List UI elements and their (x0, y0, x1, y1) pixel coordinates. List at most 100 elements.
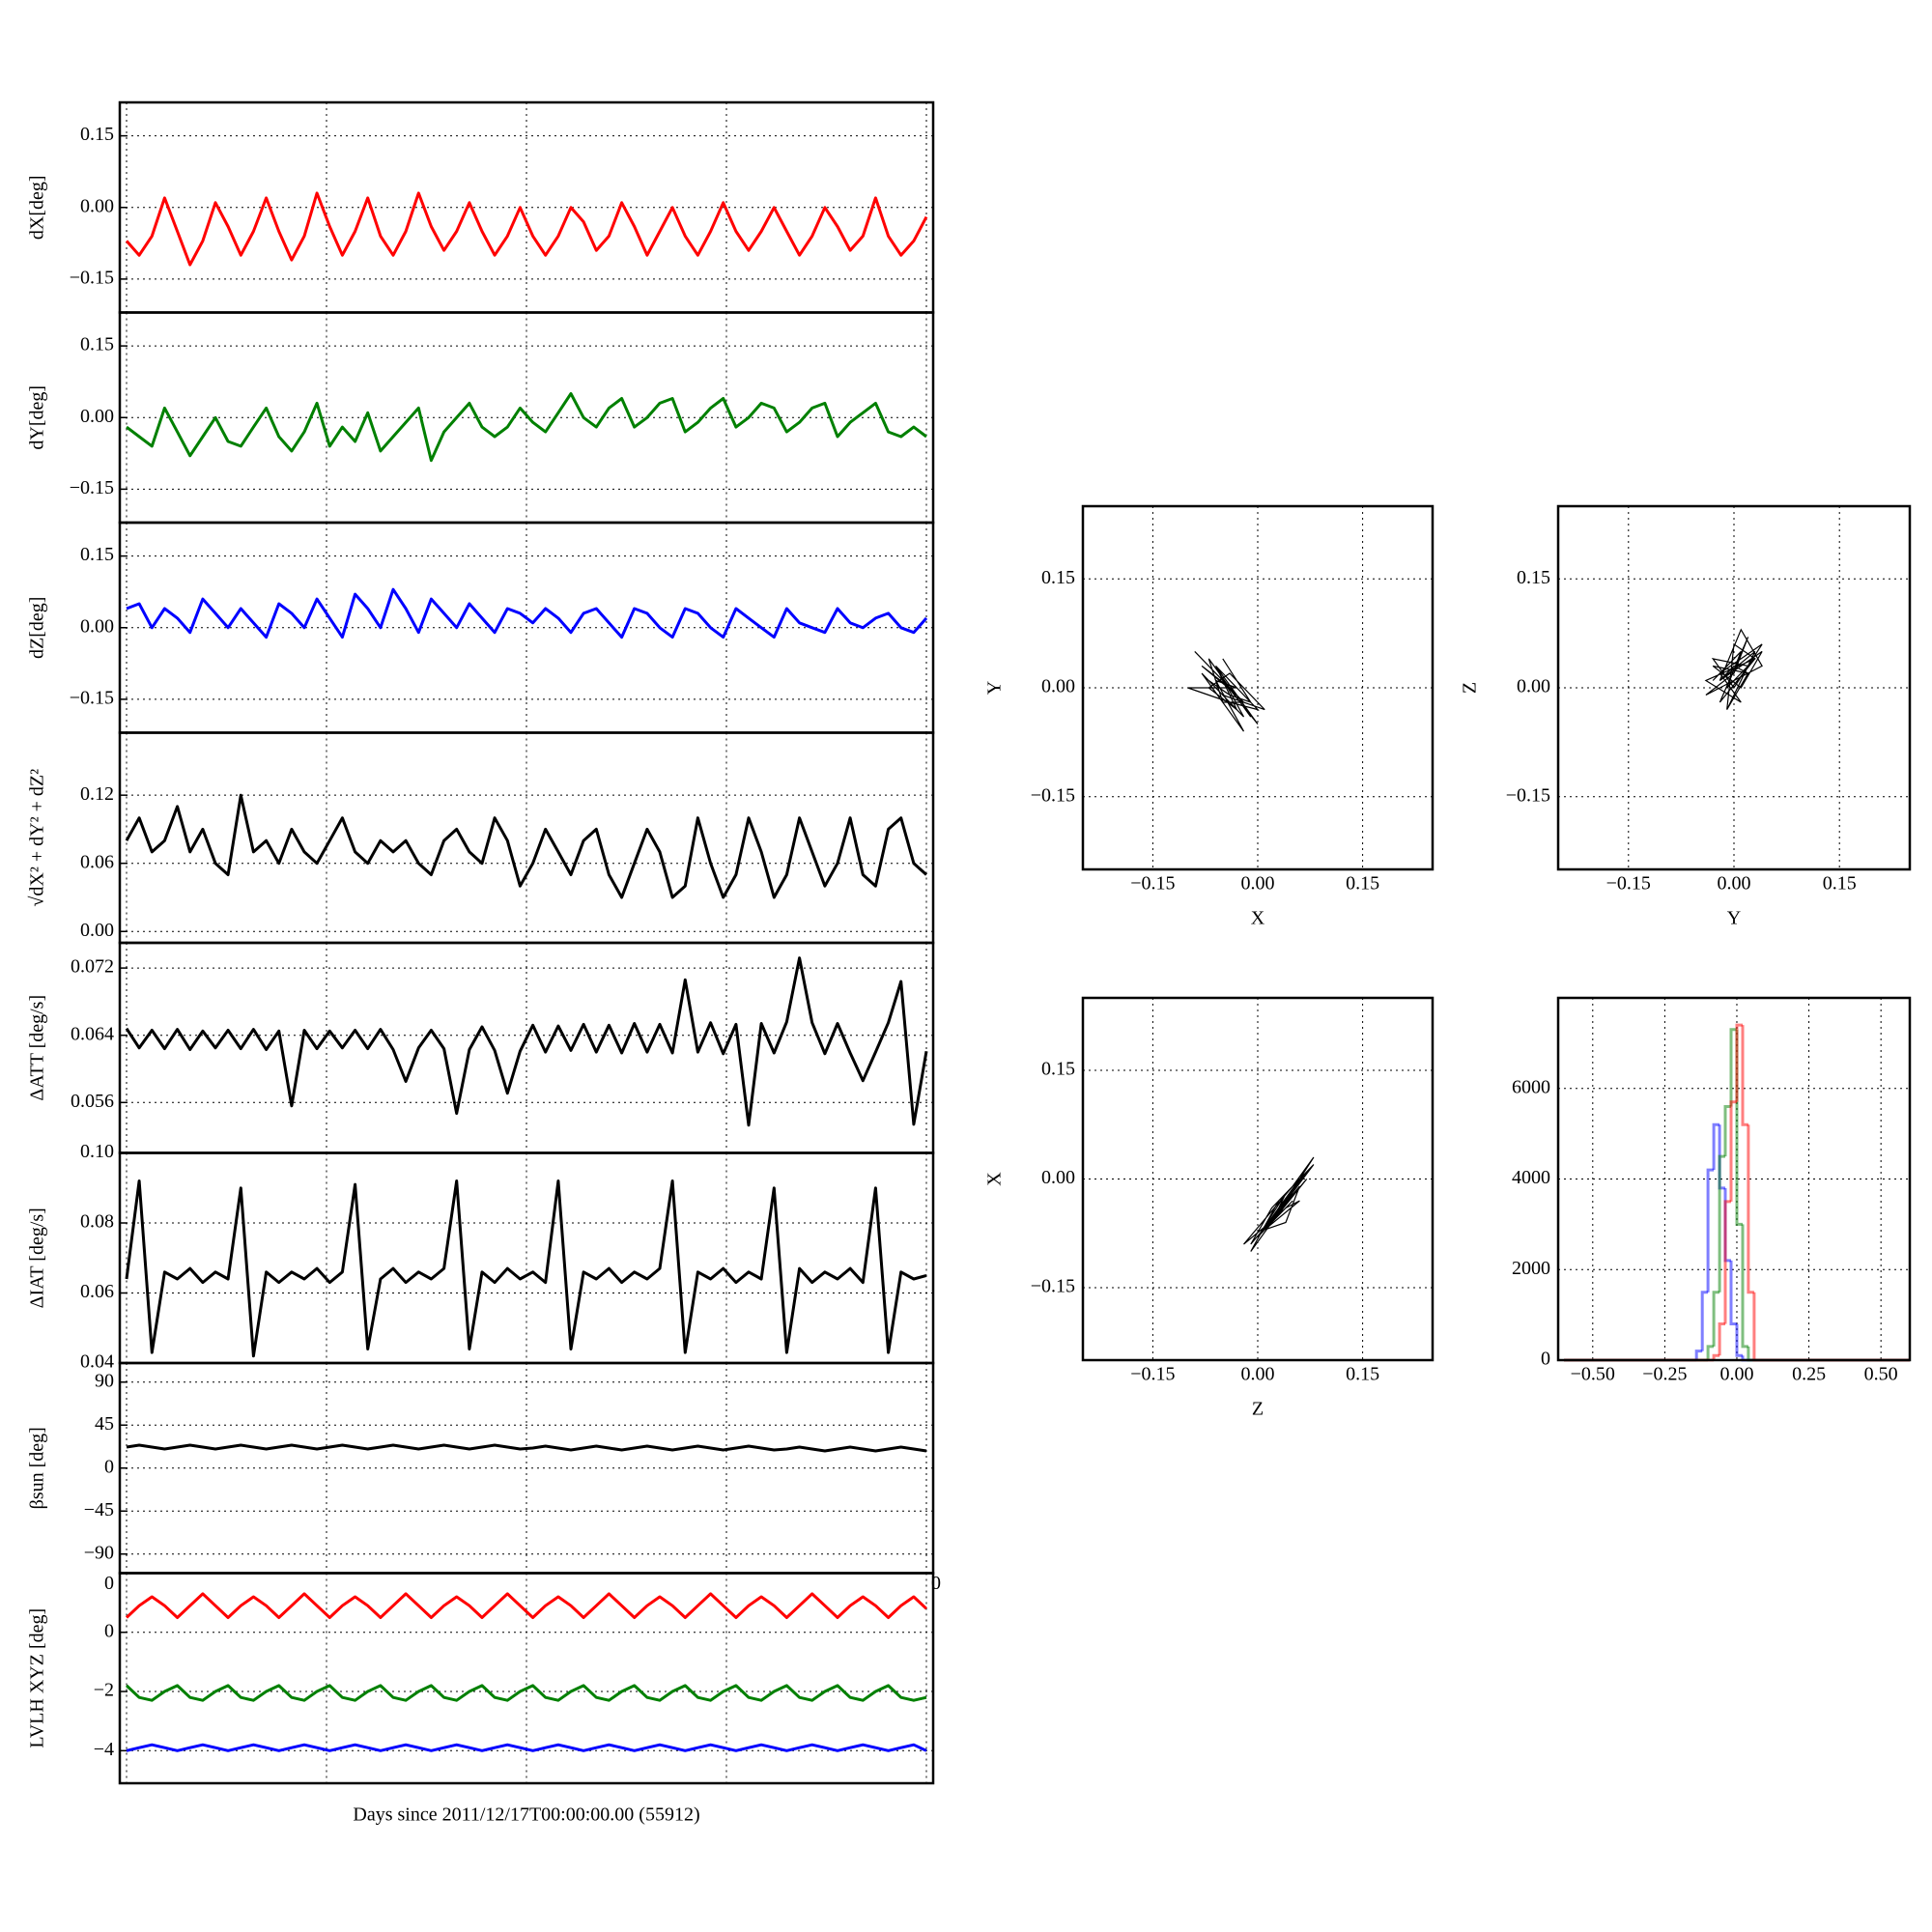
histogram-step (1718, 1154, 1725, 1293)
axes-frame (1081, 996, 1435, 1362)
y-tick-label: 0.15 (1041, 1059, 1075, 1080)
y-axis-label: dX[deg] (27, 175, 48, 240)
data-line (125, 1179, 927, 1358)
y-tick-label: −0.15 (1031, 784, 1075, 806)
data-line (126, 392, 927, 463)
histogram-step (1723, 1200, 1731, 1324)
x-tick-label: 0.00 (1241, 1364, 1275, 1385)
y-tick-label: 0.00 (80, 195, 114, 216)
data-line (125, 1684, 927, 1702)
y-axis-label: ΔATT [deg/s] (27, 995, 48, 1101)
data-line (126, 587, 928, 639)
histogram-step (1747, 1124, 1754, 1294)
x-tick-label: 0.00 (1719, 1364, 1753, 1385)
x-tick-label: 0.50 (1864, 1364, 1898, 1385)
x-tick-label: −0.25 (1642, 1364, 1687, 1385)
x-axis-label: X (1251, 908, 1265, 929)
corner-label: 0 (104, 1573, 114, 1594)
y-tick-label: 0.00 (80, 406, 114, 427)
y-tick-label: 0.06 (80, 1281, 114, 1302)
y-tick-label: 90 (95, 1370, 114, 1391)
histogram-step (1741, 1224, 1748, 1349)
data-line (125, 1592, 928, 1619)
histogram-step (1729, 1100, 1737, 1202)
y-tick-label: 0.04 (80, 1351, 114, 1373)
x-tick-label: −0.50 (1571, 1364, 1615, 1385)
histogram-step (1700, 1291, 1709, 1351)
y-tick-label: 0.00 (1517, 676, 1550, 697)
data-line (125, 956, 928, 1127)
y-tick-label: −4 (94, 1739, 114, 1760)
x-tick-label: −0.15 (1606, 873, 1651, 895)
y-axis-label: ΔIAT [deg/s] (27, 1208, 48, 1308)
x-axis-label: Days since 2011/12/17T00:00:00.00 (55912… (353, 1804, 699, 1826)
y-tick-label: 0.072 (71, 956, 114, 978)
y-tick-label: 0 (104, 1620, 114, 1641)
panel-frame (118, 1572, 935, 1785)
x-axis-label: Y (1727, 908, 1741, 929)
y-tick-label: −0.15 (70, 687, 114, 708)
axes-frame (1556, 504, 1912, 871)
y-tick-label: −0.15 (1031, 1276, 1075, 1297)
y-tick-label: 0.056 (71, 1091, 114, 1112)
y-tick-label: 0 (104, 1456, 114, 1477)
y-axis-label: LVLH XYZ [deg] (27, 1608, 48, 1748)
histogram-step (1735, 1323, 1743, 1357)
y-tick-label: 0.00 (80, 615, 114, 637)
y-axis-label: Z (1460, 682, 1481, 694)
y-tick-label: 0.08 (80, 1211, 114, 1233)
y-tick-label: 0.064 (71, 1023, 114, 1044)
y-tick-label: 45 (95, 1413, 114, 1435)
y-tick-label: 4000 (1512, 1167, 1550, 1188)
y-tick-label: 0.00 (1041, 1167, 1075, 1188)
y-tick-label: −2 (94, 1680, 114, 1701)
y-tick-label: 6000 (1512, 1076, 1550, 1097)
trajectory (1243, 1156, 1315, 1252)
x-tick-label: 0.00 (1241, 873, 1275, 895)
histogram-step (1723, 1105, 1731, 1157)
y-axis-label: X (984, 1172, 1006, 1186)
x-tick-label: 0.15 (1346, 873, 1379, 895)
y-axis-label: √dX² + dY² + dZ² (27, 769, 48, 907)
y-axis-label: βsun [deg] (27, 1427, 48, 1509)
y-tick-label: −0.15 (70, 267, 114, 288)
histogram-step (1752, 1292, 1760, 1362)
x-tick-label: 0.25 (1792, 1364, 1826, 1385)
x-axis-label: Z (1252, 1399, 1264, 1420)
histogram-step (1712, 1291, 1720, 1347)
histogram-step (1735, 1023, 1743, 1102)
y-axis-label: dZ[deg] (27, 597, 48, 659)
y-tick-label: 0 (1541, 1349, 1550, 1370)
y-tick-label: 0.15 (80, 124, 114, 145)
axes-frame (1081, 504, 1435, 871)
trajectory (1187, 650, 1265, 732)
x-tick-label: 0.15 (1823, 873, 1857, 895)
y-tick-label: 2000 (1512, 1258, 1550, 1279)
y-tick-label: −0.15 (70, 477, 114, 498)
histogram-step (1694, 1350, 1703, 1360)
data-line (126, 1743, 927, 1752)
histogram-step (1706, 1345, 1715, 1360)
y-tick-label: 0.15 (1041, 567, 1075, 588)
histogram-step (1712, 1353, 1720, 1360)
y-tick-label: 0.06 (80, 851, 114, 872)
corner-label: 0 (931, 1573, 941, 1594)
data-line (125, 793, 928, 899)
x-tick-label: −0.15 (1130, 873, 1175, 895)
y-tick-label: 0.10 (80, 1141, 114, 1162)
data-line (125, 191, 928, 267)
y-tick-label: 0.00 (80, 920, 114, 941)
y-tick-label: −0.15 (1506, 784, 1550, 806)
y-tick-label: 0.00 (1041, 676, 1075, 697)
histogram-step (1712, 1122, 1720, 1171)
y-tick-label: 0.15 (80, 334, 114, 355)
x-tick-label: −0.15 (1130, 1364, 1175, 1385)
histogram-step (1741, 1025, 1748, 1126)
x-tick-label: 0.00 (1718, 873, 1751, 895)
y-tick-label: 0.12 (80, 783, 114, 805)
data-line (126, 1443, 927, 1453)
histogram-step (1729, 1028, 1737, 1107)
histogram-step (1706, 1168, 1715, 1293)
trajectory (1704, 628, 1763, 710)
